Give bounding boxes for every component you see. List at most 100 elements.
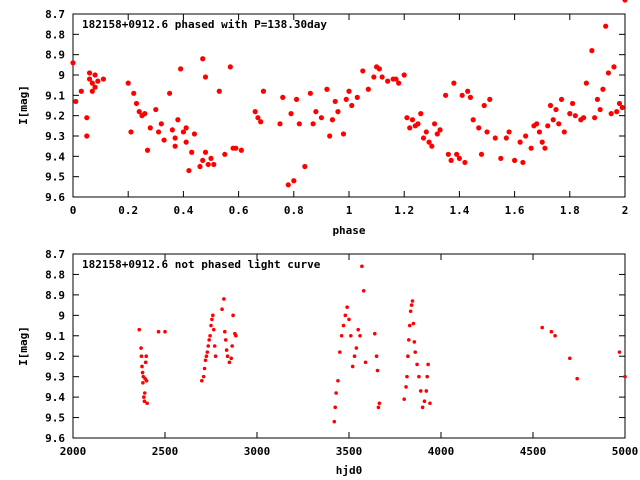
data-point — [191, 131, 198, 137]
data-point — [200, 157, 206, 163]
data-point — [224, 348, 229, 352]
data-point — [223, 338, 228, 342]
data-point — [503, 135, 509, 141]
data-point — [333, 405, 338, 410]
data-point — [142, 399, 147, 404]
data-point — [448, 157, 454, 163]
data-point — [163, 329, 167, 334]
data-point — [592, 115, 598, 121]
data-point — [542, 145, 548, 151]
data-point — [223, 329, 227, 334]
data-point — [86, 76, 93, 82]
x-axis-label: phase — [332, 224, 365, 237]
data-point — [260, 88, 267, 94]
data-point — [158, 121, 164, 127]
data-point — [208, 333, 212, 338]
data-point — [523, 133, 529, 139]
y-tick-label: 9.3 — [45, 130, 65, 143]
data-point — [327, 133, 333, 139]
data-point — [211, 161, 217, 168]
chart-title: 182158+0912.6 phased with P=138.30day — [82, 18, 327, 31]
y-tick-label: 8.8 — [45, 268, 65, 281]
data-point — [600, 86, 606, 92]
data-point — [258, 119, 264, 125]
data-point — [213, 354, 218, 359]
data-point — [202, 149, 209, 155]
data-point — [92, 72, 98, 78]
data-point — [550, 117, 556, 123]
data-point — [420, 135, 427, 141]
data-point — [350, 364, 355, 369]
data-point — [89, 80, 95, 86]
data-point — [172, 143, 178, 149]
x-tick-label: 3000 — [244, 445, 271, 458]
data-point — [346, 88, 352, 94]
data-point — [169, 127, 175, 133]
data-point — [361, 289, 366, 293]
data-point — [92, 84, 98, 90]
y-axis-label: I[mag] — [17, 85, 30, 125]
axis-ticks: 2000 2500 3000 3500 4000 4500 5000 8.7 8.8 8.9 9 9.… — [45, 248, 638, 458]
data-point — [70, 60, 76, 66]
x-tick-label: 0.4 — [173, 204, 193, 217]
data-point — [212, 344, 217, 348]
data-series — [137, 264, 627, 424]
data-point — [100, 76, 106, 82]
data-point — [415, 362, 419, 367]
data-point — [385, 78, 391, 84]
data-point — [210, 317, 214, 322]
data-point — [136, 109, 142, 115]
data-point — [186, 167, 192, 174]
data-point — [143, 360, 148, 365]
data-point — [238, 147, 244, 153]
data-point — [86, 70, 93, 76]
data-point — [511, 157, 518, 163]
data-point — [334, 391, 338, 395]
data-point — [412, 340, 417, 344]
data-point — [139, 354, 144, 359]
data-point — [84, 115, 90, 121]
data-point — [520, 159, 526, 166]
data-point — [142, 395, 146, 399]
data-point — [229, 356, 234, 361]
y-axis-label: I[mag] — [17, 326, 30, 366]
data-point — [288, 111, 294, 117]
x-tick-label: 1.6 — [505, 204, 525, 217]
data-point — [211, 327, 216, 332]
data-point — [608, 111, 614, 117]
data-point — [222, 151, 228, 157]
y-tick-label: 9.2 — [45, 350, 65, 363]
data-point — [377, 401, 382, 406]
x-tick-label: 1.4 — [449, 204, 469, 217]
data-point — [420, 405, 425, 410]
data-point — [144, 378, 149, 383]
plot-frame — [72, 13, 626, 198]
data-point — [172, 135, 178, 141]
y-tick-label: 8.9 — [45, 49, 65, 62]
y-tick-label: 9.6 — [45, 191, 65, 204]
data-point — [153, 106, 159, 113]
data-point — [133, 100, 140, 107]
data-point — [454, 151, 460, 157]
data-point — [293, 96, 300, 102]
data-point — [339, 333, 344, 338]
y-tick-label: 9.1 — [45, 330, 65, 343]
data-point — [205, 350, 210, 354]
data-point — [178, 66, 184, 72]
data-point — [73, 98, 79, 105]
data-point — [451, 80, 457, 86]
data-point — [540, 325, 544, 330]
x-tick-label: 0.8 — [284, 204, 304, 217]
unphased-light-curve-panel: 182158+0912.6 not phased light curve hjd… — [17, 248, 638, 477]
data-point — [139, 346, 143, 350]
data-point — [534, 121, 540, 127]
data-point — [141, 381, 145, 385]
data-point — [216, 88, 222, 94]
data-point — [415, 121, 421, 127]
data-point — [404, 115, 410, 121]
data-point — [517, 139, 523, 145]
data-point — [180, 129, 186, 135]
data-point — [583, 80, 589, 86]
data-point — [233, 145, 239, 151]
data-point — [581, 115, 587, 121]
